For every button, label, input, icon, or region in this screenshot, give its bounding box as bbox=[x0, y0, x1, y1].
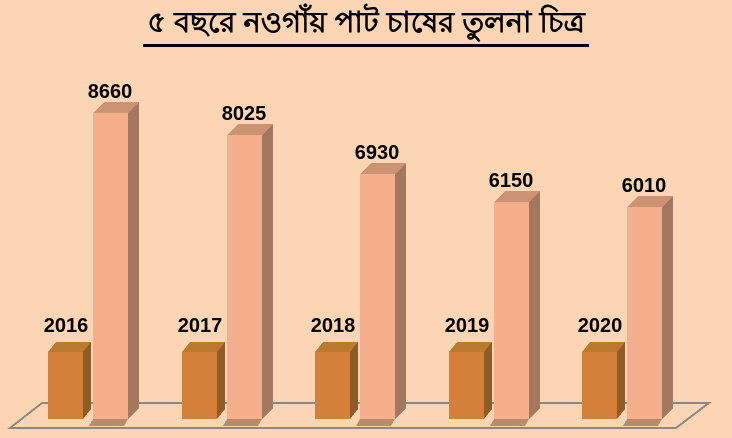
value-label: 8660 bbox=[87, 81, 133, 103]
year-label: 2020 bbox=[577, 315, 623, 337]
value-label: 6010 bbox=[621, 175, 667, 197]
marker-bar-top bbox=[449, 342, 492, 352]
value-bar-side bbox=[395, 163, 406, 419]
value-bar-front bbox=[227, 135, 262, 419]
marker-bar-side bbox=[484, 342, 492, 419]
value-bar-side bbox=[529, 191, 540, 419]
floor-plane bbox=[7, 402, 712, 429]
value-bar-top bbox=[227, 124, 273, 135]
value-bar-bottom bbox=[89, 419, 128, 426]
marker-bar-front bbox=[582, 352, 617, 419]
value-bar-side bbox=[128, 102, 139, 419]
year-label: 2018 bbox=[310, 315, 356, 337]
value-label: 6150 bbox=[488, 170, 534, 192]
value-bar-side bbox=[262, 124, 273, 419]
value-bar-front bbox=[627, 207, 662, 419]
value-bar-front bbox=[360, 174, 395, 419]
year-label: 2016 bbox=[43, 315, 89, 337]
value-bar-front bbox=[93, 113, 128, 419]
chart-title-wrap: ৫ বছরে নওগাঁয় পাট চাষের তুলনা চিত্র bbox=[0, 3, 732, 47]
marker-bar-top bbox=[582, 342, 625, 352]
marker-bar-front bbox=[182, 352, 217, 419]
marker-bar-side bbox=[617, 342, 625, 419]
value-bar-top bbox=[93, 102, 139, 113]
value-label: 8025 bbox=[221, 103, 267, 125]
marker-bar-front bbox=[315, 352, 350, 419]
marker-bar-top bbox=[315, 342, 358, 352]
marker-bar-top bbox=[48, 342, 91, 352]
value-bar-top bbox=[494, 191, 540, 202]
marker-bar-side bbox=[217, 342, 225, 419]
value-bar-bottom bbox=[490, 419, 529, 426]
marker-bar-front bbox=[48, 352, 83, 419]
chart-title: ৫ বছরে নওগাঁয় পাট চাষের তুলনা চিত্র bbox=[143, 3, 589, 47]
value-bar-top bbox=[627, 196, 673, 207]
value-bar-side bbox=[662, 196, 673, 419]
value-bar-top bbox=[360, 163, 406, 174]
year-label: 2017 bbox=[177, 315, 223, 337]
year-label: 2019 bbox=[444, 315, 490, 337]
marker-bar-front bbox=[449, 352, 484, 419]
marker-bar-side bbox=[350, 342, 358, 419]
value-bar-bottom bbox=[356, 419, 395, 426]
value-bar-bottom bbox=[223, 419, 262, 426]
value-label: 6930 bbox=[354, 142, 400, 164]
marker-bar-side bbox=[83, 342, 91, 419]
value-bar-bottom bbox=[623, 419, 662, 426]
marker-bar-top bbox=[182, 342, 225, 352]
value-bar-front bbox=[494, 202, 529, 419]
